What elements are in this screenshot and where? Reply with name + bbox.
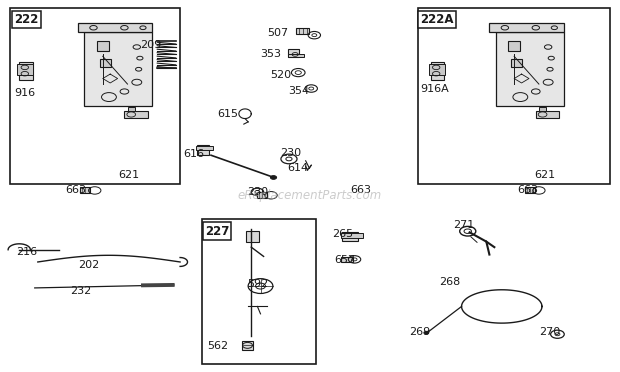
Bar [288,49,299,57]
Bar [341,257,353,262]
Text: 663: 663 [517,185,538,195]
Text: 916A: 916A [420,84,449,94]
Text: 227: 227 [205,225,229,238]
Text: 353: 353 [260,49,281,60]
Bar [508,41,520,51]
Text: 520: 520 [270,70,291,80]
Text: 202: 202 [78,260,99,270]
Text: 663: 663 [66,185,87,195]
Bar [17,64,33,75]
Bar [246,231,259,241]
Bar [539,107,546,111]
Bar [128,107,135,111]
Text: 621: 621 [118,170,140,180]
Text: 209: 209 [140,40,161,50]
Bar [525,187,534,193]
Bar [489,23,564,32]
Bar [288,54,304,57]
Bar [536,111,559,118]
Text: 507: 507 [267,28,288,38]
Bar [202,219,316,364]
Text: 232: 232 [70,286,91,295]
Text: 621: 621 [534,170,555,180]
Circle shape [270,176,277,179]
Bar [78,23,153,32]
Bar [97,41,109,51]
Text: 592: 592 [247,279,268,289]
Bar [19,62,33,80]
Text: 562: 562 [206,341,228,351]
Text: 268: 268 [439,277,460,286]
Bar [418,8,610,184]
Bar [431,62,445,80]
Text: 270: 270 [539,327,560,337]
Bar [341,234,363,238]
Bar [495,32,564,106]
Text: 230: 230 [247,187,268,196]
Text: 271: 271 [453,220,475,230]
Circle shape [424,331,429,334]
Text: 916: 916 [14,88,35,98]
Bar [296,28,309,34]
Text: 216: 216 [16,247,37,257]
Text: 615: 615 [217,109,238,119]
Bar [511,59,522,67]
Text: 354: 354 [288,87,309,96]
Text: 230: 230 [280,148,301,158]
Text: 614: 614 [288,163,309,173]
Bar [100,59,111,67]
Bar [257,192,267,198]
Text: 657: 657 [335,255,356,265]
Text: 663: 663 [350,185,371,195]
Bar [81,187,91,193]
Bar [195,146,213,150]
Bar [84,32,153,106]
Bar [197,145,208,155]
Bar [242,340,253,350]
Bar [342,232,358,241]
Bar [10,8,180,184]
Text: 616: 616 [183,150,204,160]
Text: 265: 265 [332,229,353,239]
Text: 269: 269 [409,327,430,337]
Bar [429,64,445,75]
Text: 222A: 222A [420,13,454,26]
Text: 222: 222 [14,13,38,26]
Text: eReplacementParts.com: eReplacementParts.com [238,189,382,202]
Bar [125,111,148,118]
